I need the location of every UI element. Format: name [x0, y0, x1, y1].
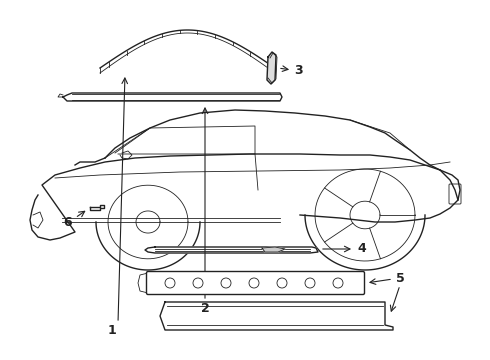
Circle shape [249, 278, 259, 288]
Polygon shape [262, 247, 285, 252]
Polygon shape [160, 302, 393, 330]
FancyBboxPatch shape [449, 184, 461, 204]
Text: 6: 6 [64, 216, 73, 229]
Circle shape [333, 278, 343, 288]
Circle shape [221, 278, 231, 288]
Text: 1: 1 [108, 324, 117, 337]
Text: 3: 3 [294, 63, 302, 77]
Circle shape [305, 278, 315, 288]
Polygon shape [63, 93, 282, 101]
FancyBboxPatch shape [147, 271, 365, 294]
Circle shape [165, 278, 175, 288]
Polygon shape [267, 52, 276, 84]
Circle shape [193, 278, 203, 288]
Text: 2: 2 [200, 302, 209, 315]
Polygon shape [145, 247, 318, 253]
Text: 5: 5 [395, 271, 404, 284]
Circle shape [277, 278, 287, 288]
Polygon shape [90, 205, 104, 210]
Text: 4: 4 [358, 242, 367, 255]
